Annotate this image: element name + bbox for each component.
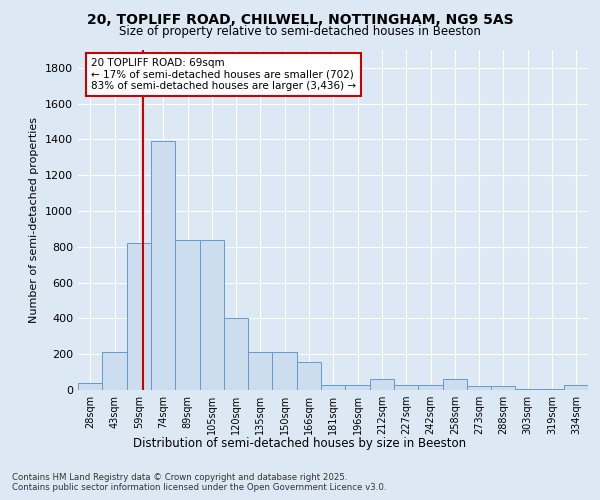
Text: Size of property relative to semi-detached houses in Beeston: Size of property relative to semi-detach… [119, 25, 481, 38]
Text: 20 TOPLIFF ROAD: 69sqm
← 17% of semi-detached houses are smaller (702)
83% of se: 20 TOPLIFF ROAD: 69sqm ← 17% of semi-det… [91, 58, 356, 92]
Bar [248, 352, 272, 390]
Text: Contains HM Land Registry data © Crown copyright and database right 2025.
Contai: Contains HM Land Registry data © Crown c… [12, 472, 386, 492]
Text: Distribution of semi-detached houses by size in Beeston: Distribution of semi-detached houses by … [133, 438, 467, 450]
Bar [418, 384, 443, 390]
Y-axis label: Number of semi-detached properties: Number of semi-detached properties [29, 117, 40, 323]
Bar [175, 240, 200, 390]
Bar [272, 352, 297, 390]
Bar [78, 383, 102, 390]
Bar [345, 384, 370, 390]
Text: 20, TOPLIFF ROAD, CHILWELL, NOTTINGHAM, NG9 5AS: 20, TOPLIFF ROAD, CHILWELL, NOTTINGHAM, … [86, 12, 514, 26]
Bar [102, 352, 127, 390]
Bar [370, 380, 394, 390]
Bar [224, 318, 248, 390]
Bar [200, 240, 224, 390]
Bar [297, 362, 321, 390]
Bar [321, 384, 345, 390]
Bar [151, 142, 175, 390]
Bar [564, 384, 588, 390]
Bar [127, 244, 151, 390]
Bar [394, 384, 418, 390]
Bar [541, 388, 564, 390]
Bar [467, 386, 491, 390]
Bar [443, 380, 467, 390]
Bar [491, 386, 515, 390]
Bar [515, 388, 541, 390]
